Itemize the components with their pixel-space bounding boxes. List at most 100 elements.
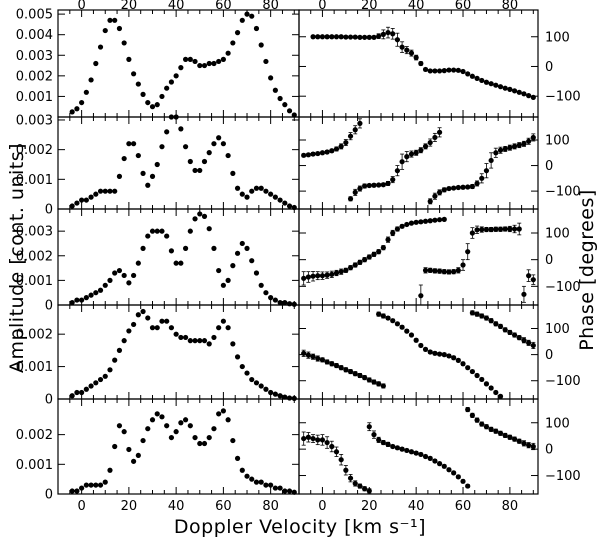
amp5-point xyxy=(253,479,260,485)
phase5-point xyxy=(460,478,466,484)
phase4-ytick-label: 100 xyxy=(545,322,570,337)
amp2-point xyxy=(244,194,250,200)
amp3-point xyxy=(116,267,123,274)
phase4-point xyxy=(479,313,485,319)
phase4-point xyxy=(301,350,307,356)
phase1-point xyxy=(319,34,326,40)
phase2-point xyxy=(333,146,340,152)
amp3-point xyxy=(258,282,264,288)
amp5-point xyxy=(88,482,94,488)
phase3-point xyxy=(301,275,307,281)
amp1-panel: 0.001 0.002 0.003 0.004 0.005 0 20 40 60 80 xyxy=(16,0,300,118)
phase1-point xyxy=(385,29,391,36)
phase4-point xyxy=(516,335,522,341)
phase3-point xyxy=(408,220,415,226)
phase1-ytick-label: −100 xyxy=(545,90,581,105)
amp5-point xyxy=(135,452,141,459)
amp1-point xyxy=(277,95,283,102)
amp3-point xyxy=(112,270,118,276)
phase4-point xyxy=(436,351,443,357)
amp5-xtick-label: 60 xyxy=(215,499,232,514)
amp5-xtick-label: 0 xyxy=(77,499,85,514)
phase4-point xyxy=(315,355,321,362)
amp5-point xyxy=(244,473,250,479)
amp2-point xyxy=(83,197,89,203)
phase5-ytick-label: −100 xyxy=(545,469,581,484)
phase2-point xyxy=(455,184,461,191)
phase4-point xyxy=(394,321,401,327)
phase2-point xyxy=(483,168,490,174)
phase5-point xyxy=(343,467,349,473)
amp4-point xyxy=(230,341,236,347)
phase1-xtick-label: 20 xyxy=(361,0,378,13)
amp2-point xyxy=(268,191,274,197)
amp3-point xyxy=(239,240,245,247)
amp3-point xyxy=(159,228,165,234)
phase5-point xyxy=(469,412,475,418)
amp5-point xyxy=(131,458,137,464)
amp5-point xyxy=(201,440,208,447)
amp1-point xyxy=(121,40,127,46)
phase4-point xyxy=(305,352,311,358)
amp3-point xyxy=(69,299,75,306)
amp3-point xyxy=(145,233,151,239)
phase3-point xyxy=(446,269,452,275)
phase5-point xyxy=(404,447,410,454)
phase4-point xyxy=(511,332,518,338)
amp3-ytick-label: 0.002 xyxy=(16,249,53,264)
amp5-point xyxy=(286,488,293,494)
phase5-point xyxy=(441,463,447,469)
amp5-point xyxy=(97,482,104,488)
phase3-ytick-label: −100 xyxy=(545,280,581,295)
amp4-point xyxy=(182,334,189,341)
amp1-point xyxy=(159,93,165,100)
amp2-point xyxy=(159,144,165,150)
amp2-panel: 0 0.001 0.002 0.003 xyxy=(16,113,300,218)
phase1-point xyxy=(460,68,466,75)
phase1-point xyxy=(469,73,475,79)
amp1-point xyxy=(145,99,151,106)
phase2-point xyxy=(488,157,494,164)
amp4-point xyxy=(220,318,226,324)
phase2-point xyxy=(516,142,522,148)
phase1-point xyxy=(324,34,330,40)
phase4-point xyxy=(376,311,382,317)
phase1-point xyxy=(357,34,363,40)
phase3-point xyxy=(347,265,354,271)
amp3-point xyxy=(140,245,146,251)
phase3-point xyxy=(394,226,401,232)
phase2-point xyxy=(343,139,349,146)
amp5-frame xyxy=(57,398,300,495)
phase4-point xyxy=(376,381,382,387)
amp1-point xyxy=(182,56,189,62)
amp4-point xyxy=(244,370,250,376)
amp5-point xyxy=(263,482,269,488)
phase3-point xyxy=(319,273,326,279)
amp2-point xyxy=(182,144,189,150)
phase3-point xyxy=(305,274,311,280)
amp4-point xyxy=(79,389,85,396)
phase3-point xyxy=(516,226,522,232)
amp5-point xyxy=(107,467,113,473)
amp3-point xyxy=(88,292,94,298)
phase1-xtick-label: 40 xyxy=(408,0,425,13)
amp2-point xyxy=(277,197,283,203)
amp3-point xyxy=(131,272,137,279)
amp3-point xyxy=(230,263,236,269)
amp4-point xyxy=(249,376,255,383)
phase1-point xyxy=(451,67,457,73)
amp4-ytick-label: 0 xyxy=(45,393,53,408)
amp5-point xyxy=(258,479,264,485)
phase4-point xyxy=(469,368,475,375)
amp5-point xyxy=(159,414,165,420)
amp2-point xyxy=(216,135,222,141)
phase4-point xyxy=(493,321,499,327)
amp4-point xyxy=(225,325,231,331)
phase3-point xyxy=(451,269,457,275)
phase4-point xyxy=(380,313,386,319)
amp1-point xyxy=(164,85,170,91)
phase1-point xyxy=(432,68,438,74)
amp2-point xyxy=(187,158,193,165)
phase3-point xyxy=(436,217,443,223)
phase1-point xyxy=(446,67,452,73)
